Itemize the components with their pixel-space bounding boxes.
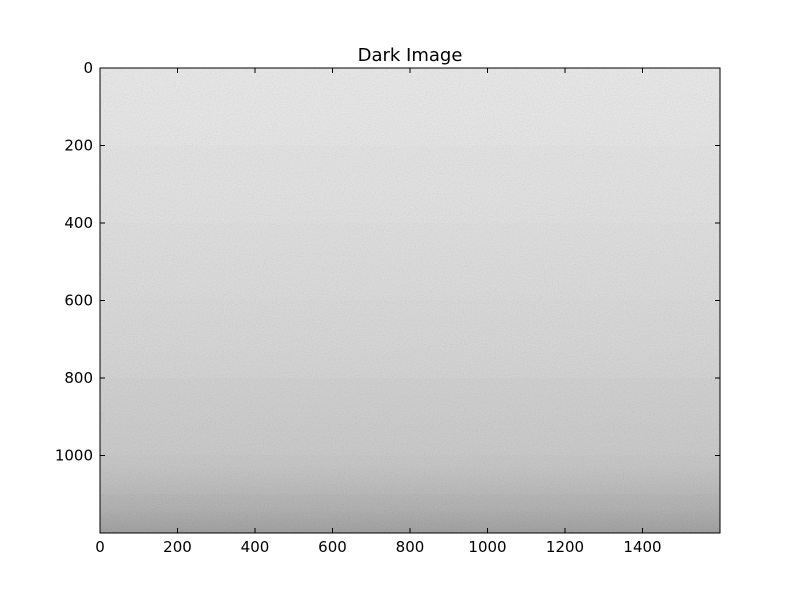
intensity-band <box>100 146 720 224</box>
y-tick-label: 800 <box>64 369 93 387</box>
x-tick-label: 800 <box>396 538 425 556</box>
x-tick-label: 0 <box>95 538 105 556</box>
x-tick-label: 400 <box>241 538 270 556</box>
y-axis: 0 200 400 600 800 1000 <box>55 59 720 465</box>
x-tick-label: 1000 <box>468 538 506 556</box>
y-tick-label: 1000 <box>55 447 93 465</box>
x-tick-label: 200 <box>163 538 192 556</box>
image-noise <box>100 68 720 533</box>
x-tick-label: 1400 <box>623 538 661 556</box>
chart-title: Dark Image <box>358 45 463 66</box>
intensity-band <box>100 223 720 301</box>
x-axis: 0 200 400 600 800 1000 1200 1400 <box>95 68 662 556</box>
intensity-band <box>100 300 720 378</box>
intensity-band <box>100 68 720 146</box>
x-tick-label: 600 <box>318 538 347 556</box>
y-tick-label: 200 <box>64 137 93 155</box>
intensity-band <box>100 378 720 456</box>
y-tick-label: 0 <box>83 59 93 77</box>
y-tick-label: 400 <box>64 214 93 232</box>
intensity-band <box>100 455 720 495</box>
row-bands <box>100 68 720 533</box>
x-tick-label: 1200 <box>546 538 584 556</box>
intensity-band <box>100 494 720 533</box>
image-area <box>100 68 720 533</box>
y-tick-label: 600 <box>64 292 93 310</box>
